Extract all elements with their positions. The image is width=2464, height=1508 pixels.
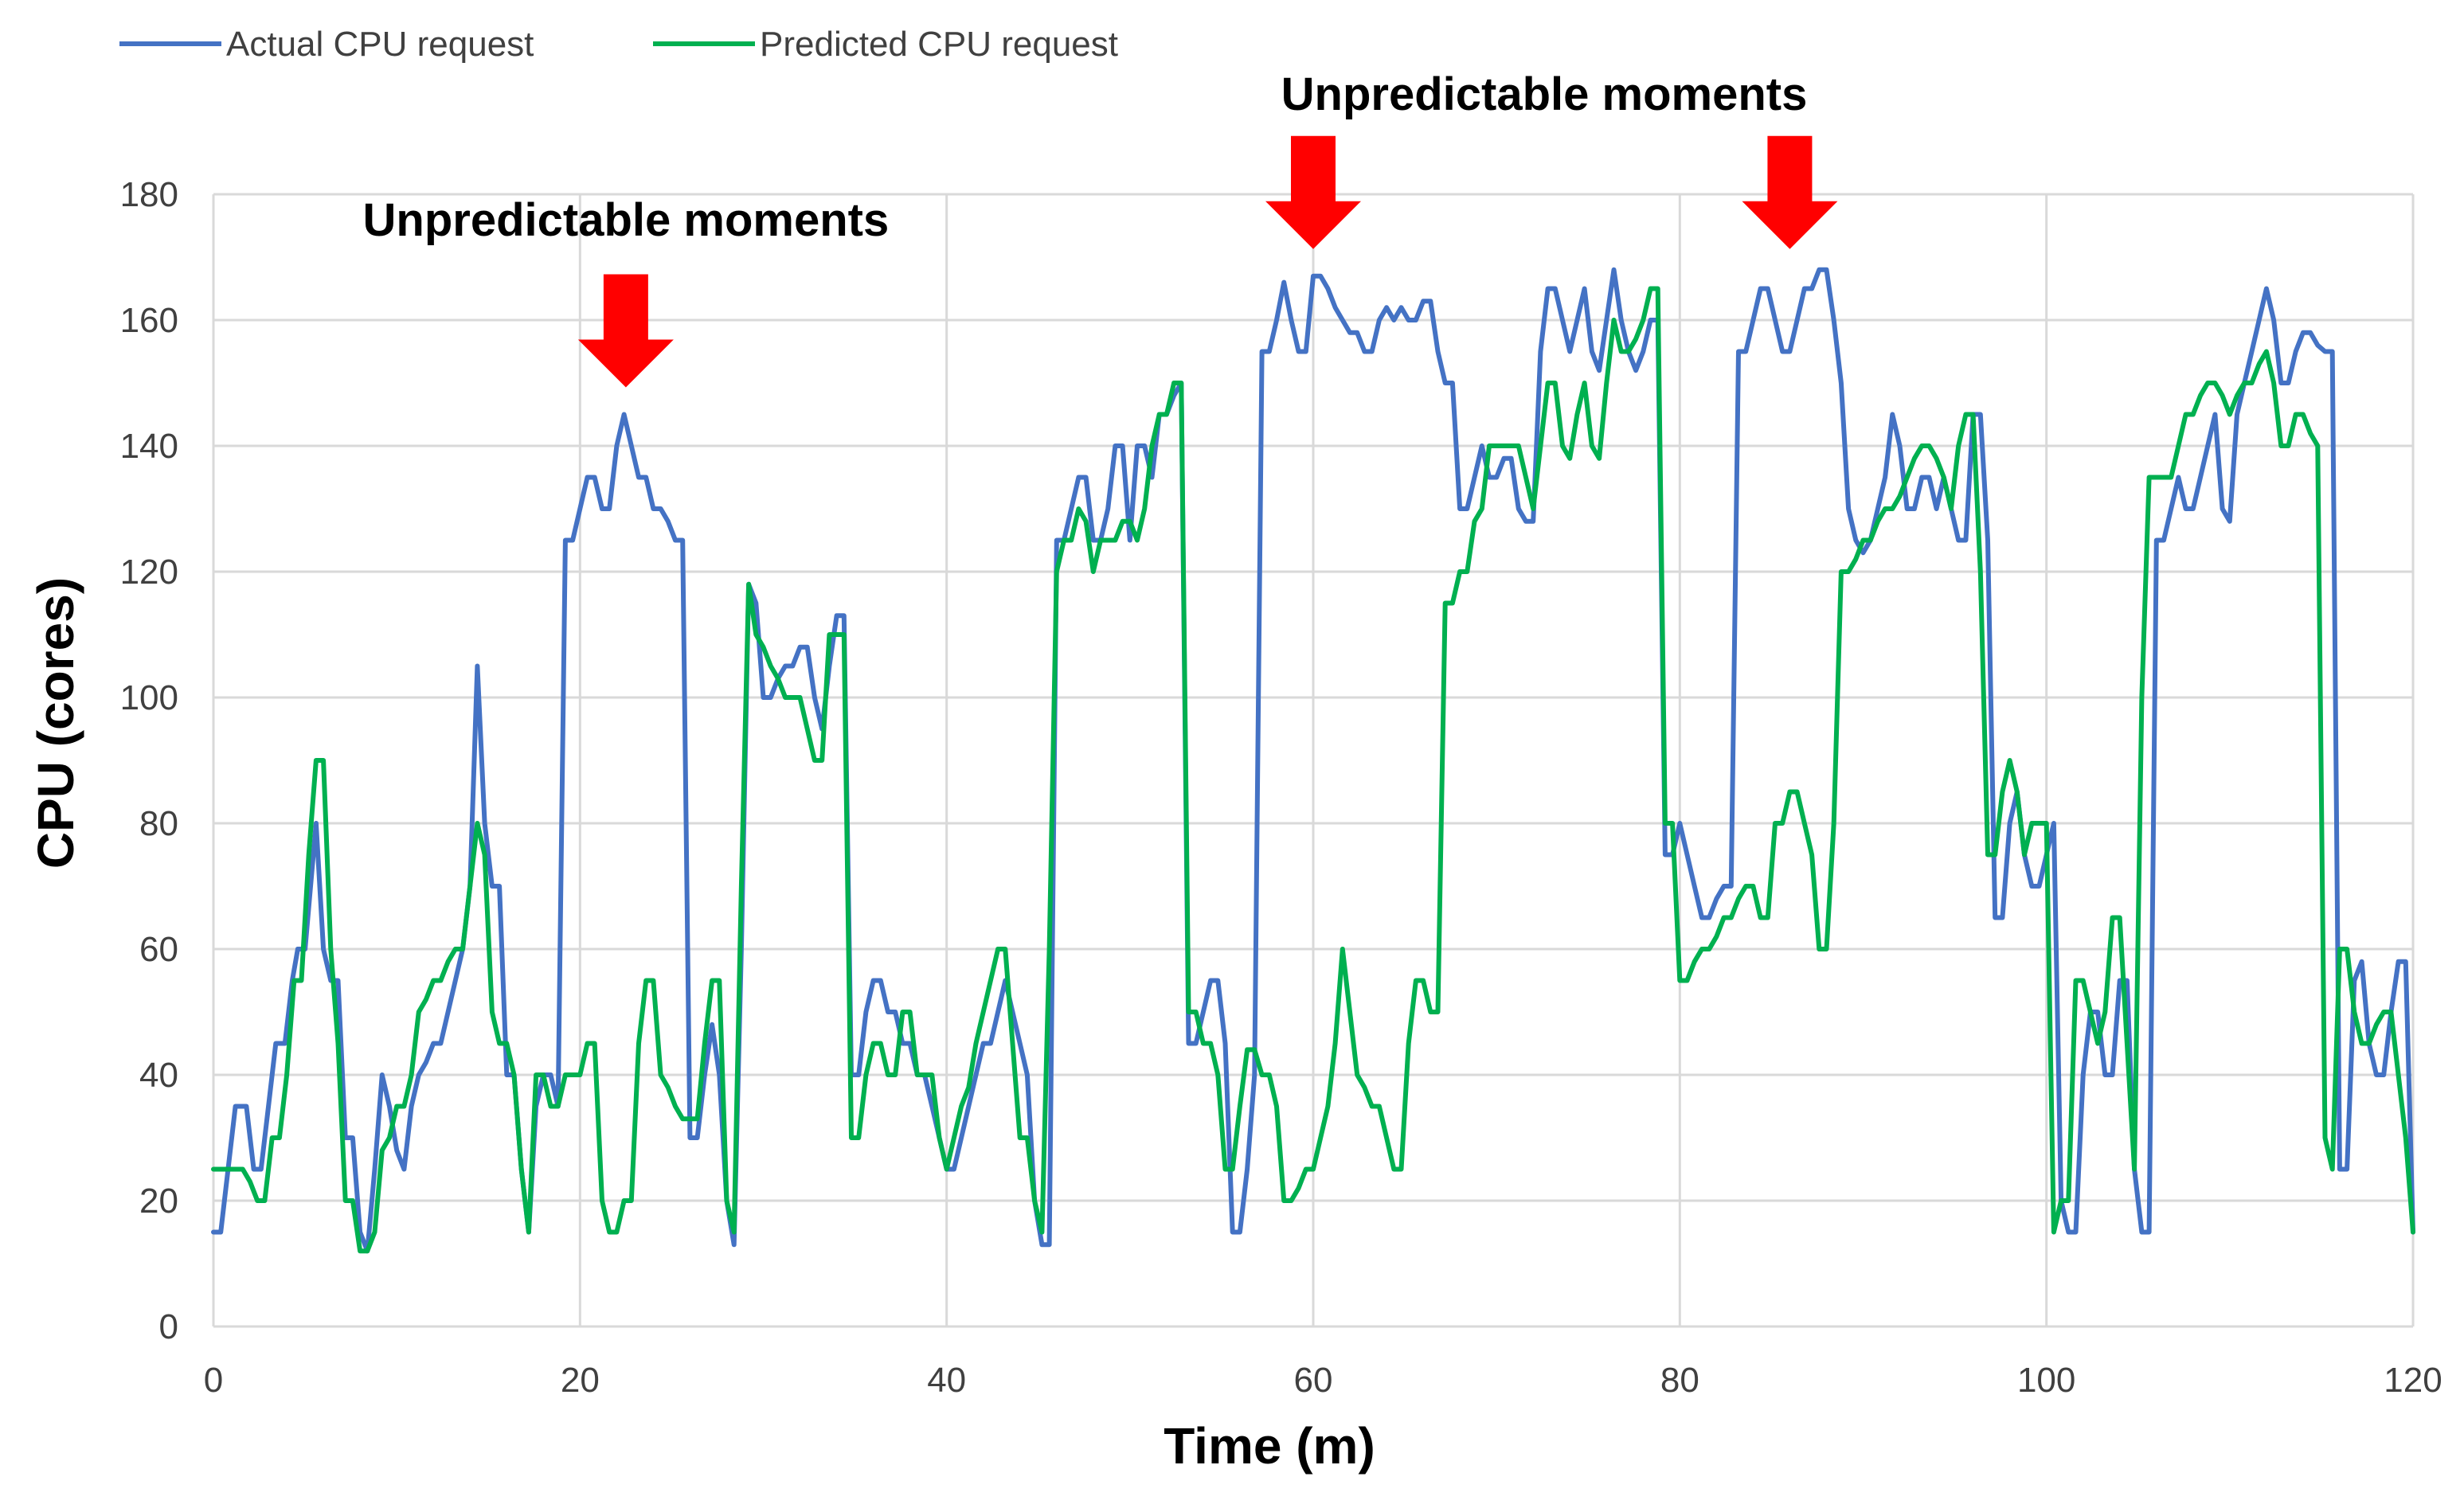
y-tick-label: 20: [139, 1182, 178, 1221]
y-tick-label: 80: [139, 804, 178, 843]
series-line-predicted: [211, 286, 2415, 1254]
annotation-arrow: [1265, 135, 1361, 249]
y-axis-title: CPU (cores): [27, 577, 84, 869]
x-tick-label: 120: [2384, 1361, 2442, 1400]
annotation-label: Unpredictable moments: [1281, 68, 1808, 120]
annotation-arrow: [577, 274, 674, 388]
y-tick-label: 180: [120, 175, 178, 214]
x-tick-label: 20: [561, 1361, 600, 1400]
y-tick-label: 140: [120, 427, 178, 466]
x-tick-label: 100: [2017, 1361, 2075, 1400]
legend-label-actual: Actual CPU request: [226, 25, 534, 64]
x-tick-label: 0: [204, 1361, 223, 1400]
legend-label-predicted: Predicted CPU request: [760, 25, 1118, 64]
x-axis-title: Time (m): [1164, 1417, 1375, 1475]
y-tick-label: 160: [120, 301, 178, 340]
y-tick-label: 100: [120, 678, 178, 717]
annotation-label: Unpredictable moments: [363, 194, 890, 246]
gridlines: [212, 193, 2415, 1328]
data-series: [211, 267, 2415, 1254]
y-tick-label: 40: [139, 1056, 178, 1095]
legend: Actual CPU request Predicted CPU request: [119, 25, 1118, 64]
tick-labels: 0 20 40 60 80 100 120 140 160 180 0 20 40 60 80 100 120: [120, 175, 2442, 1400]
y-tick-label: 0: [159, 1307, 178, 1346]
annotation-arrow: [1742, 135, 1838, 249]
x-tick-label: 60: [1294, 1361, 1333, 1400]
x-tick-label: 80: [1660, 1361, 1699, 1400]
annotations: Unpredictable moments Unpredictable momen…: [363, 68, 1838, 388]
y-tick-label: 120: [120, 553, 178, 592]
x-tick-label: 40: [927, 1361, 966, 1400]
y-tick-label: 60: [139, 930, 178, 969]
